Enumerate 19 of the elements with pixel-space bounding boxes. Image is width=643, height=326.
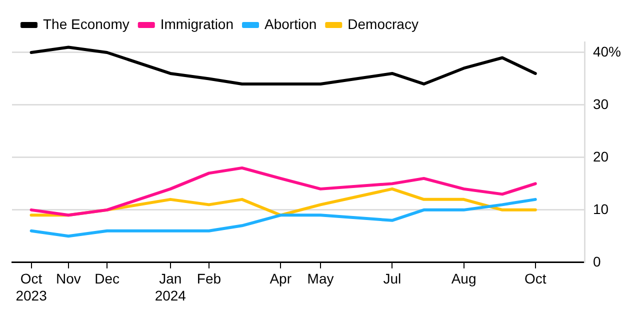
legend-label: Democracy [348, 16, 418, 32]
legend-label: Abortion [264, 16, 317, 32]
x-tick-label: Feb [196, 270, 222, 287]
x-tick-label: Nov [56, 270, 81, 287]
legend-label: The Economy [43, 16, 130, 32]
y-tick-label: 20 [592, 148, 609, 164]
x-tick-label: Jan 2024 [154, 270, 186, 304]
y-tick-label: 30 [592, 96, 609, 112]
y-tick-label: 0 [592, 253, 601, 270]
x-tick-label: Jul [383, 270, 402, 287]
x-tick-label: Aug [451, 270, 476, 287]
x-tick-label: Oct 2023 [16, 270, 48, 304]
x-tick-label: Apr [270, 270, 292, 287]
x-tick-label: Oct [524, 270, 546, 287]
x-tick-label: May [307, 270, 334, 287]
y-tick-label: 40% [592, 43, 622, 60]
x-tick-label: Dec [94, 270, 120, 287]
legend-label: Immigration [160, 16, 234, 32]
y-tick-label: 10 [592, 200, 609, 217]
